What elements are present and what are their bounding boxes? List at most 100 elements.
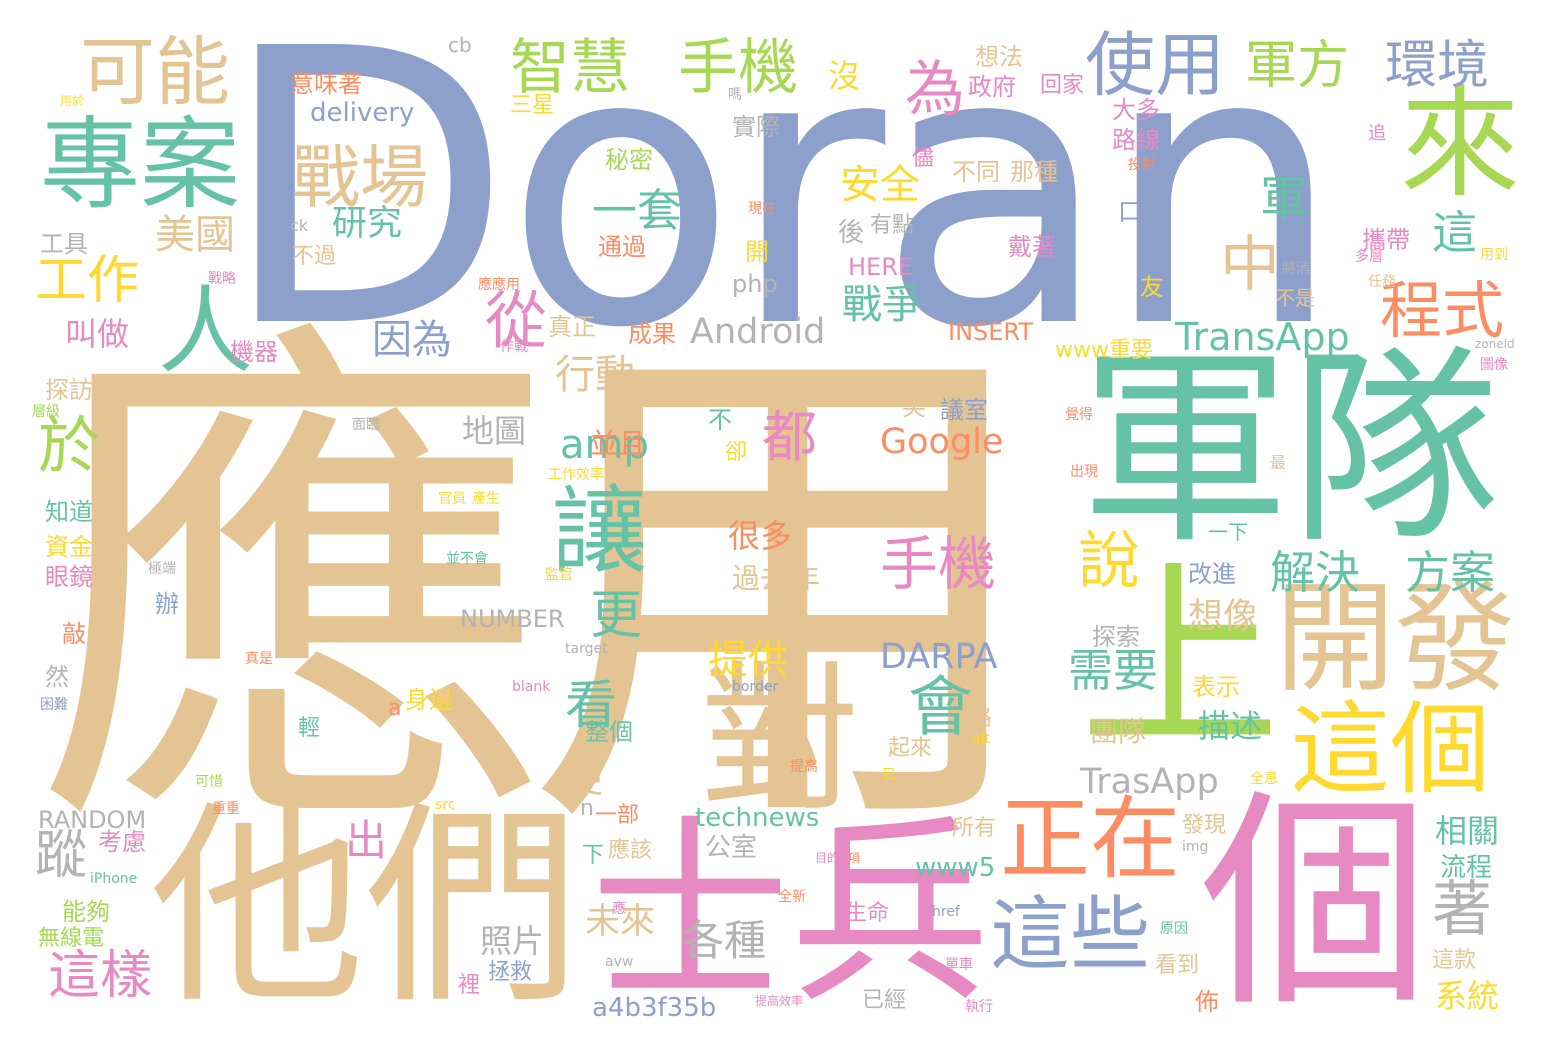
word-cloud-word: 成果 xyxy=(628,320,676,348)
word-cloud-word: 於 xyxy=(38,409,101,482)
word-cloud-word: 全新 xyxy=(778,889,806,905)
word-cloud-word: 提高 xyxy=(790,759,818,775)
word-cloud-word: 並且 xyxy=(590,427,647,460)
word-cloud-word: 身邊 xyxy=(405,686,453,714)
word-cloud-word: 有點 xyxy=(870,213,915,238)
word-cloud-word: 應 xyxy=(612,901,626,917)
word-cloud-word: 未來 xyxy=(585,902,656,942)
word-cloud-word: 考慮 xyxy=(98,828,146,856)
word-cloud-word: Android xyxy=(690,312,826,352)
word-cloud-word: www重要 xyxy=(1055,338,1153,363)
word-cloud-word: a4b3f35b xyxy=(592,993,717,1023)
word-cloud-word: 已經 xyxy=(862,988,907,1013)
word-cloud-word: 這款 xyxy=(1432,948,1477,973)
word-cloud-word: 軍隊 xyxy=(1080,327,1501,572)
word-cloud-word: 將消 xyxy=(1282,261,1310,277)
word-cloud-word: 讓 xyxy=(552,477,648,587)
word-cloud-word: 地圖 xyxy=(462,412,527,450)
word-cloud-word: 投射 xyxy=(1128,157,1156,173)
word-cloud-word: 對 xyxy=(700,646,861,833)
word-cloud-word: 能夠 xyxy=(62,898,110,926)
word-cloud-word: www5 xyxy=(915,853,996,883)
word-cloud-word: HERE xyxy=(848,253,914,281)
word-cloud-word: 卻 xyxy=(725,440,748,465)
word-cloud-word: 中 xyxy=(1220,230,1280,300)
word-cloud-word: 監管 xyxy=(545,567,573,583)
word-cloud-word: 開發 xyxy=(1275,570,1515,709)
word-cloud-word: 他們 xyxy=(150,782,580,1033)
word-cloud-word: 軍方 xyxy=(1245,36,1350,96)
word-cloud-word: 照片 xyxy=(480,922,545,960)
word-cloud-word: 安全 xyxy=(840,162,920,208)
word-cloud-word: tw xyxy=(905,788,932,813)
word-cloud-word: 不是 xyxy=(1275,286,1315,310)
word-cloud-word: technews xyxy=(695,803,820,833)
word-cloud-word: Doran xyxy=(220,0,1343,411)
word-cloud-word: 三星 xyxy=(510,93,555,118)
word-cloud-word: 想法 xyxy=(975,43,1023,71)
word-cloud-word: 最 xyxy=(1270,453,1287,472)
word-cloud-word: 機器 xyxy=(230,338,278,366)
word-cloud-word: 目的 xyxy=(815,851,840,865)
word-cloud-word: 探訪 xyxy=(45,376,93,404)
word-cloud-word: 任務 xyxy=(1368,274,1396,290)
word-cloud-word: 個 xyxy=(1200,771,1431,1038)
word-cloud-word: 不過 xyxy=(292,244,337,269)
word-cloud-word: 整個 xyxy=(585,718,633,746)
word-cloud-word: blank xyxy=(512,679,551,695)
word-cloud-word: 圖像 xyxy=(1480,357,1508,373)
word-cloud-word: TransApp xyxy=(1175,315,1350,359)
word-cloud-word: 說 xyxy=(1078,524,1141,597)
word-cloud-word: 從 xyxy=(485,284,548,357)
word-cloud-word: 正在 xyxy=(1000,787,1180,892)
word-cloud-word: 使用 xyxy=(1085,24,1225,106)
word-cloud-word: 生命 xyxy=(845,901,890,926)
word-cloud-word: 一部 xyxy=(595,803,640,828)
word-cloud-word: 士兵 xyxy=(590,798,991,1031)
word-cloud-word: 探索 xyxy=(1092,623,1140,651)
word-cloud-word: php xyxy=(732,270,778,298)
word-cloud-word: 資金 xyxy=(45,533,93,561)
word-cloud-word: 看 xyxy=(565,676,618,736)
word-cloud-word: 可能 xyxy=(80,28,231,116)
word-cloud-word: TrasApp xyxy=(1080,762,1219,802)
word-cloud-word: 智慧 xyxy=(510,33,630,103)
word-cloud-word: 作戰 xyxy=(500,339,528,355)
word-cloud-word: 工作效率 xyxy=(548,467,604,483)
word-cloud-word: 層級 xyxy=(32,404,60,420)
word-cloud-word: Google xyxy=(880,422,1004,462)
word-cloud-word: 追 xyxy=(1368,123,1386,144)
word-cloud-word: 公室 xyxy=(705,833,758,863)
word-cloud-word: img xyxy=(1182,839,1209,855)
word-cloud-word: 戴著 xyxy=(1008,233,1056,261)
word-cloud-word: 各種 xyxy=(682,916,767,965)
word-cloud-word: 戰場 xyxy=(292,139,429,218)
word-cloud-word: 真是 xyxy=(245,651,273,667)
word-cloud-word: 路線 xyxy=(1112,126,1160,154)
word-cloud-word: 辦 xyxy=(155,590,179,618)
word-cloud-word: 應該 xyxy=(608,838,653,863)
word-cloud-word: 軍 xyxy=(1260,171,1309,227)
word-cloud-word: 拯救 xyxy=(488,960,533,985)
word-cloud-word: 戰爭 xyxy=(842,282,922,328)
word-cloud-word: 年 xyxy=(792,562,821,595)
word-cloud-word: 已 xyxy=(882,767,896,783)
word-cloud-word: alt xyxy=(972,731,990,747)
word-cloud-word: DARPA xyxy=(880,637,998,677)
word-cloud-word: 應用 xyxy=(35,287,1045,893)
word-cloud-word: 知道 xyxy=(45,498,93,526)
word-cloud-word: 一套 xyxy=(592,184,683,237)
word-cloud-word: 項 xyxy=(848,851,861,865)
word-cloud-word: 路 xyxy=(970,706,993,731)
word-cloud-word: cb xyxy=(448,33,472,57)
word-cloud-word: 並不會 xyxy=(446,551,488,567)
word-cloud-word: 產生 xyxy=(472,491,500,507)
word-cloud-word: 想像 xyxy=(1188,597,1259,637)
word-cloud-word: 回家 xyxy=(1040,73,1085,98)
word-cloud-word: 不同 xyxy=(952,158,1000,186)
word-cloud-word: 真正 xyxy=(548,313,596,341)
word-cloud-word: 開 xyxy=(745,238,769,266)
word-cloud-word: 過去 xyxy=(732,562,789,595)
word-cloud-word: NUMBER xyxy=(460,605,565,633)
word-cloud-word: 通過 xyxy=(598,233,646,261)
